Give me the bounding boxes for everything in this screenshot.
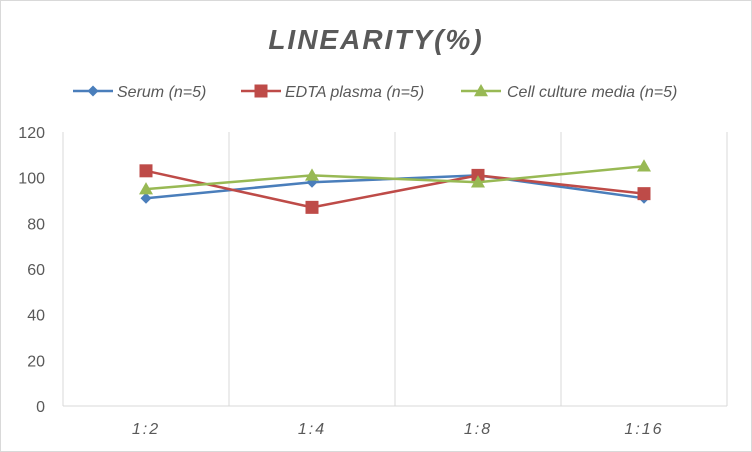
data-point xyxy=(139,182,153,195)
legend-label: EDTA plasma (n=5) xyxy=(285,84,424,101)
chart-title: LINEARITY(%) xyxy=(268,24,483,55)
data-point xyxy=(140,192,152,204)
data-point xyxy=(637,187,651,201)
x-tick-label: 1:2 xyxy=(132,421,160,438)
data-point xyxy=(139,164,153,178)
legend-label: Serum (n=5) xyxy=(117,84,206,101)
legend-marker xyxy=(87,85,99,97)
series-line xyxy=(145,165,645,191)
data-point xyxy=(637,159,651,172)
legend-marker xyxy=(254,84,268,98)
legend-item: EDTA plasma (n=5) xyxy=(241,84,424,101)
y-tick-label: 100 xyxy=(18,171,45,188)
series-line xyxy=(145,169,645,209)
series-cell-culture-media-n-5 xyxy=(139,159,651,195)
y-tick-label: 40 xyxy=(27,308,45,325)
x-tick-label: 1:16 xyxy=(624,421,663,438)
y-tick-label: 120 xyxy=(18,125,45,142)
x-tick-label: 1:4 xyxy=(298,421,326,438)
y-tick-label: 20 xyxy=(27,353,45,370)
axes: 0 20 40 60 80 100 120 1:2 1:4 1:8 1:16 xyxy=(18,125,727,438)
data-point xyxy=(471,175,485,188)
data-point xyxy=(305,200,319,214)
series-edta-plasma-n-5 xyxy=(139,164,651,214)
legend-label: Cell culture media (n=5) xyxy=(507,84,677,101)
grid xyxy=(62,132,728,406)
series-group xyxy=(139,159,651,214)
legend: Serum (n=5) EDTA plasma (n=5) Cell culture… xyxy=(73,84,677,101)
x-tick-label: 1:8 xyxy=(464,421,492,438)
y-tick-label: 60 xyxy=(27,262,45,279)
data-point xyxy=(305,168,319,181)
y-tick-label: 80 xyxy=(27,216,45,233)
legend-marker xyxy=(474,84,488,97)
y-tick-label: 0 xyxy=(36,399,45,416)
legend-item: Serum (n=5) xyxy=(73,84,206,101)
legend-item: Cell culture media (n=5) xyxy=(461,84,677,101)
